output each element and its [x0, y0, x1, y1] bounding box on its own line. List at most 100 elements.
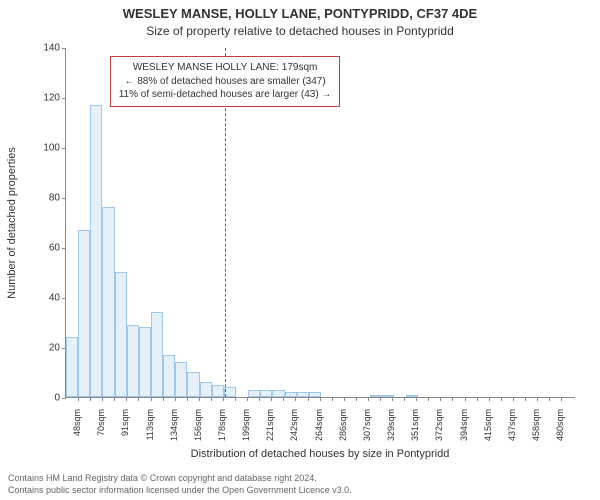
histogram-bar [272, 390, 284, 398]
x-tick [175, 397, 176, 401]
x-tick [138, 397, 139, 401]
histogram-bar [90, 105, 102, 398]
x-tick [561, 397, 562, 401]
x-tick [259, 397, 260, 401]
x-tick-label: 372sqm [434, 409, 444, 451]
x-tick [151, 397, 152, 401]
x-tick [295, 397, 296, 401]
y-tick [62, 198, 66, 199]
x-tick-label: 307sqm [362, 409, 372, 451]
x-tick [283, 397, 284, 401]
x-tick-label: 458sqm [531, 409, 541, 451]
x-tick-label: 351sqm [410, 409, 420, 451]
x-tick [90, 397, 91, 401]
x-tick-label: 199sqm [241, 409, 251, 451]
histogram-bar [151, 312, 163, 397]
x-tick [223, 397, 224, 401]
x-tick-label: 48sqm [72, 409, 82, 451]
info-box-line: WESLEY MANSE HOLLY LANE: 179sqm [119, 61, 332, 75]
y-tick [62, 248, 66, 249]
x-tick-label: 134sqm [169, 409, 179, 451]
x-tick [440, 397, 441, 401]
y-tick [62, 48, 66, 49]
x-tick-label: 91sqm [120, 409, 130, 451]
x-tick [271, 397, 272, 401]
x-tick [356, 397, 357, 401]
y-tick-label: 120 [20, 93, 60, 104]
x-tick [199, 397, 200, 401]
x-tick [187, 397, 188, 401]
reference-info-box: WESLEY MANSE HOLLY LANE: 179sqm← 88% of … [110, 56, 341, 107]
x-tick-label: 70sqm [96, 409, 106, 451]
x-tick [320, 397, 321, 401]
histogram-bar [115, 272, 127, 397]
y-tick-label: 140 [20, 43, 60, 54]
page-subtitle: Size of property relative to detached ho… [0, 24, 600, 38]
x-tick-label: 394sqm [459, 409, 469, 451]
x-tick-label: 178sqm [217, 409, 227, 451]
y-tick-label: 60 [20, 243, 60, 254]
histogram-bar [127, 325, 139, 398]
x-tick [392, 397, 393, 401]
histogram-plot: WESLEY MANSE HOLLY LANE: 179sqm← 88% of … [65, 48, 575, 398]
histogram-bar [212, 385, 224, 398]
x-tick-label: 264sqm [314, 409, 324, 451]
x-tick [477, 397, 478, 401]
x-tick [247, 397, 248, 401]
x-tick-label: 286sqm [338, 409, 348, 451]
x-tick [489, 397, 490, 401]
y-tick-label: 20 [20, 343, 60, 354]
histogram-bar [175, 362, 187, 397]
x-tick [114, 397, 115, 401]
y-tick-label: 40 [20, 293, 60, 304]
x-tick-label: 480sqm [555, 409, 565, 451]
histogram-bar [200, 382, 212, 397]
x-tick [344, 397, 345, 401]
histogram-bar [248, 390, 260, 398]
y-tick [62, 398, 66, 399]
x-tick [368, 397, 369, 401]
info-box-line: 11% of semi-detached houses are larger (… [119, 88, 332, 102]
x-tick-label: 437sqm [507, 409, 517, 451]
x-tick [428, 397, 429, 401]
page-title: WESLEY MANSE, HOLLY LANE, PONTYPRIDD, CF… [0, 6, 600, 21]
y-tick-label: 100 [20, 143, 60, 154]
y-tick-label: 0 [20, 393, 60, 404]
y-tick [62, 298, 66, 299]
x-tick [549, 397, 550, 401]
x-tick [235, 397, 236, 401]
x-tick [416, 397, 417, 401]
histogram-bar [139, 327, 151, 397]
x-tick [501, 397, 502, 401]
y-tick [62, 98, 66, 99]
histogram-bar [66, 337, 78, 397]
x-tick [404, 397, 405, 401]
x-tick [78, 397, 79, 401]
x-tick-label: 242sqm [289, 409, 299, 451]
y-tick [62, 148, 66, 149]
x-tick [163, 397, 164, 401]
x-tick [102, 397, 103, 401]
x-tick [126, 397, 127, 401]
x-tick-label: 415sqm [483, 409, 493, 451]
x-tick [332, 397, 333, 401]
x-tick-label: 329sqm [386, 409, 396, 451]
histogram-bar [78, 230, 90, 398]
y-tick-label: 80 [20, 193, 60, 204]
x-tick-label: 156sqm [193, 409, 203, 451]
x-tick [465, 397, 466, 401]
x-tick [380, 397, 381, 401]
footer-line-1: Contains HM Land Registry data © Crown c… [8, 473, 592, 484]
histogram-bar [187, 372, 199, 397]
histogram-bar [260, 390, 272, 398]
x-tick [525, 397, 526, 401]
x-tick [308, 397, 309, 401]
x-tick [513, 397, 514, 401]
footer-line-2: Contains public sector information licen… [8, 485, 592, 496]
x-tick-label: 113sqm [145, 409, 155, 451]
x-tick [537, 397, 538, 401]
x-tick [211, 397, 212, 401]
histogram-bar [163, 355, 175, 398]
histogram-bar [102, 207, 114, 397]
info-box-line: ← 88% of detached houses are smaller (34… [119, 75, 332, 89]
